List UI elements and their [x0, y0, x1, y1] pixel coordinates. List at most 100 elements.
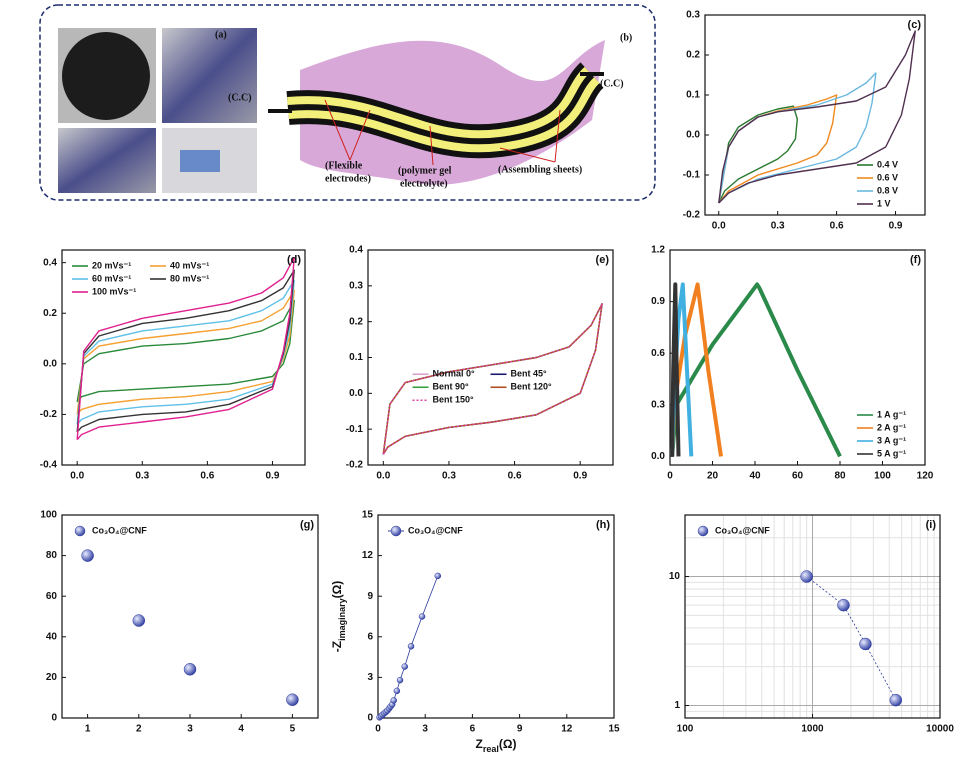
- x-tick-label: 2: [136, 724, 142, 735]
- y-tick-label: 15: [362, 510, 374, 521]
- x-tick-label: 0.6: [508, 471, 522, 482]
- label: electrodes): [325, 173, 371, 184]
- point: [390, 697, 397, 704]
- photo-clip: [180, 150, 220, 172]
- legend-label: 20 mVs⁻¹: [92, 260, 131, 270]
- label: (polymer gel: [398, 165, 452, 176]
- point: [401, 663, 408, 670]
- legend-label: 60 mVs⁻¹: [92, 273, 131, 283]
- y-tick-label: 0.6: [651, 348, 665, 359]
- y-tick-label: 0.3: [686, 10, 700, 21]
- y-tick-label: 0.2: [686, 50, 700, 61]
- y-tick-label: 0.3: [651, 399, 665, 410]
- point: [837, 598, 850, 612]
- plot-frame: [61, 514, 319, 719]
- x-tick-label: 0.9: [573, 471, 587, 482]
- x-tick-label: 0.6: [200, 471, 214, 482]
- axis-label-part: (Ω): [330, 581, 344, 599]
- legend-label: 0.8 V: [877, 185, 898, 195]
- axis-label-part: Z: [476, 737, 483, 751]
- legend-label: 3 A g⁻¹: [877, 435, 906, 445]
- y-tick-label: 0.0: [349, 388, 363, 399]
- y-tick-label: 1: [674, 700, 680, 711]
- panel-label: (c): [908, 19, 922, 31]
- axis-label-part: real: [483, 744, 499, 754]
- y-tick-label: 100: [40, 510, 57, 521]
- y-tick-label: 0.1: [349, 352, 363, 363]
- label: (Assembling sheets): [498, 164, 582, 175]
- y-tick-label: 40: [46, 631, 58, 642]
- x-tick-label: 40: [749, 471, 761, 482]
- panel-label: (g): [300, 519, 314, 531]
- y-tick-label: 1.2: [651, 245, 665, 256]
- point: [286, 693, 299, 706]
- point: [889, 693, 903, 707]
- y-tick-label: 0: [367, 713, 373, 724]
- y-tick-label: 0.0: [686, 130, 700, 141]
- x-tick-label: 0.0: [70, 471, 84, 482]
- x-tick-label: 0.3: [442, 471, 456, 482]
- legend-label: 80 mVs⁻¹: [170, 273, 209, 283]
- panel-label: (d): [287, 254, 301, 266]
- y-tick-label: -0.2: [683, 210, 701, 221]
- series-line: [76, 299, 295, 403]
- series-line: [382, 303, 603, 455]
- x-tick-label: 10000: [926, 724, 954, 735]
- x-tick-label: 12: [561, 724, 573, 735]
- y-tick-label: 0.9: [651, 296, 665, 307]
- legend-label: 1 A g⁻¹: [877, 409, 906, 419]
- series-line: [382, 303, 603, 455]
- point: [418, 613, 426, 620]
- series-line: [76, 256, 295, 441]
- y-tick-label: -0.2: [346, 460, 364, 471]
- x-tick-label: 0.3: [135, 471, 149, 482]
- panel-label: (b): [620, 32, 632, 43]
- legend-swatch: [697, 525, 709, 537]
- series-line: [382, 303, 603, 455]
- point: [800, 570, 813, 583]
- axis-label: Zreal(Ω): [476, 737, 517, 754]
- y-tick-label: 3: [367, 672, 373, 683]
- y-tick-label: 10: [669, 571, 681, 582]
- legend-label: Bent 120°: [511, 382, 553, 392]
- plot-frame: [704, 14, 926, 216]
- x-tick-label: 3: [187, 724, 193, 735]
- x-tick-label: 5: [290, 724, 296, 735]
- series-line: [382, 303, 603, 455]
- x-tick-label: 80: [834, 471, 846, 482]
- panel-label: (a): [215, 29, 227, 40]
- x-tick-label: 1000: [801, 724, 824, 735]
- series-line: [718, 105, 798, 204]
- y-tick-label: 9: [367, 591, 373, 602]
- y-tick-label: 6: [367, 631, 373, 642]
- x-tick-label: 60: [792, 471, 804, 482]
- legend-swatch: [74, 525, 86, 537]
- x-tick-label: 0.0: [712, 221, 726, 232]
- point: [393, 687, 401, 695]
- legend-label: 2 A g⁻¹: [877, 422, 906, 432]
- axis-label: -Zimaginary(Ω): [330, 581, 347, 652]
- axis-label-part: (Ω): [499, 737, 517, 751]
- x-tick-label: 0.6: [830, 221, 844, 232]
- series-line: [76, 279, 295, 425]
- label: (C.C): [228, 92, 252, 103]
- legend-label: Bent 90°: [433, 382, 470, 392]
- legend-swatch: [390, 525, 402, 537]
- plot-frame: [367, 249, 614, 466]
- legend-label: 5 A g⁻¹: [877, 448, 906, 458]
- legend-label: 0.4 V: [877, 159, 898, 169]
- point: [132, 614, 146, 627]
- point: [407, 643, 415, 650]
- photo: [58, 128, 156, 193]
- x-tick-label: 20: [707, 471, 719, 482]
- y-tick-label: -0.1: [346, 424, 364, 435]
- x-tick-label: 9: [517, 724, 523, 735]
- plot-frame: [377, 514, 615, 719]
- axis-label-part: imaginary: [337, 598, 347, 641]
- series-line: [670, 282, 842, 458]
- y-tick-label: 0.0: [651, 451, 665, 462]
- series-line: [76, 289, 295, 415]
- x-tick-label: 4: [238, 724, 244, 735]
- x-tick-label: 0.9: [889, 221, 903, 232]
- x-tick-label: 0: [667, 471, 673, 482]
